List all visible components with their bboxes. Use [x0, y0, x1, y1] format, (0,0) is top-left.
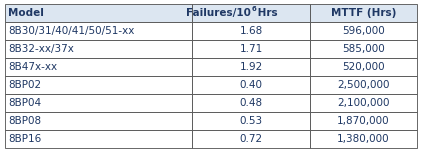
Text: 8B30/31/40/41/50/51-xx: 8B30/31/40/41/50/51-xx	[8, 26, 135, 36]
Text: 1.71: 1.71	[240, 44, 263, 54]
Bar	[5, 40, 192, 58]
Text: 8BP04: 8BP04	[8, 98, 41, 108]
Bar	[5, 130, 192, 148]
Text: 1.92: 1.92	[240, 62, 263, 72]
Bar	[192, 58, 310, 76]
Text: 1,380,000: 1,380,000	[337, 134, 390, 144]
Bar	[310, 112, 417, 130]
Text: 6: 6	[251, 6, 256, 12]
Bar	[310, 40, 417, 58]
Text: 2,100,000: 2,100,000	[337, 98, 390, 108]
Bar	[192, 40, 310, 58]
Bar	[310, 58, 417, 76]
Text: Failures/10: Failures/10	[186, 8, 251, 18]
Bar	[192, 112, 310, 130]
Bar	[5, 58, 192, 76]
Text: 8B47x-xx: 8B47x-xx	[8, 62, 57, 72]
Text: 8B32-xx/37x: 8B32-xx/37x	[8, 44, 74, 54]
Bar	[5, 76, 192, 94]
Text: 8BP02: 8BP02	[8, 80, 41, 90]
Text: 8BP08: 8BP08	[8, 116, 41, 126]
Text: 1,870,000: 1,870,000	[337, 116, 390, 126]
Bar	[310, 4, 417, 22]
Bar	[192, 4, 310, 22]
Bar	[310, 76, 417, 94]
Bar	[5, 112, 192, 130]
Text: 0.53: 0.53	[240, 116, 263, 126]
Bar	[5, 22, 192, 40]
Text: MTTF (Hrs): MTTF (Hrs)	[331, 8, 396, 18]
Bar	[192, 22, 310, 40]
Text: 1.68: 1.68	[240, 26, 263, 36]
Bar	[192, 94, 310, 112]
Text: 520,000: 520,000	[342, 62, 385, 72]
Text: Hrs: Hrs	[254, 8, 277, 18]
Bar	[5, 4, 192, 22]
Text: 0.72: 0.72	[240, 134, 263, 144]
Bar	[192, 130, 310, 148]
Text: 0.48: 0.48	[240, 98, 263, 108]
Bar	[310, 94, 417, 112]
Text: Model: Model	[8, 8, 44, 18]
Text: 0.40: 0.40	[240, 80, 262, 90]
Bar	[192, 76, 310, 94]
Bar	[5, 94, 192, 112]
Text: 2,500,000: 2,500,000	[337, 80, 390, 90]
Bar	[310, 130, 417, 148]
Bar	[310, 22, 417, 40]
Text: 585,000: 585,000	[342, 44, 385, 54]
Text: 8BP16: 8BP16	[8, 134, 42, 144]
Text: 596,000: 596,000	[342, 26, 385, 36]
